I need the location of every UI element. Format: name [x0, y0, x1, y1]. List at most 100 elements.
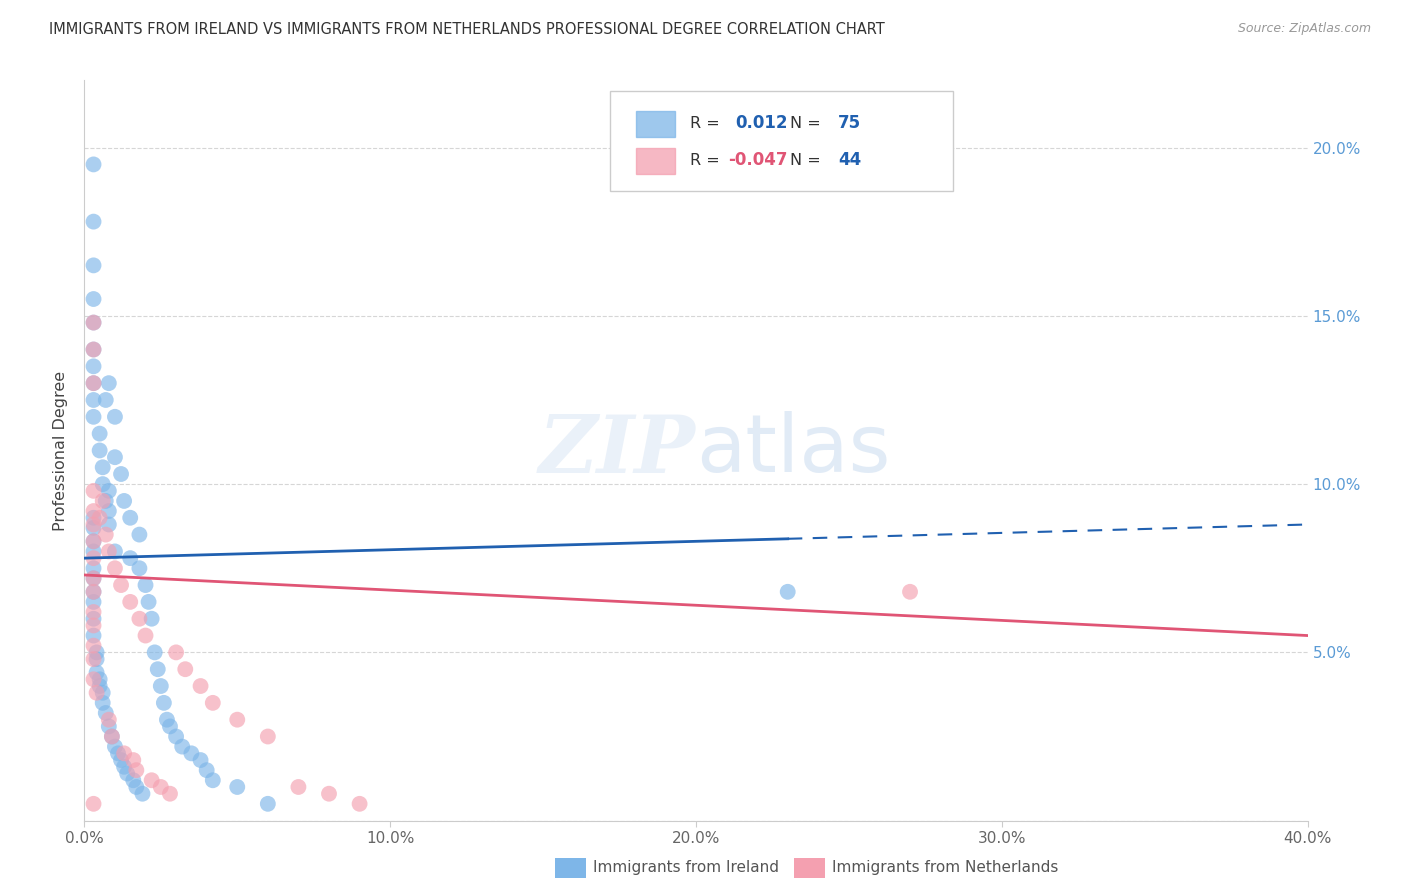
Point: [83, 510, 105, 524]
Point: [86, 645, 108, 659]
Text: N =: N =: [790, 116, 827, 131]
Point: [83, 639, 105, 653]
Point: [83, 571, 105, 585]
Point: [83, 316, 105, 330]
Point: [174, 662, 197, 676]
Point: [125, 780, 148, 794]
Point: [83, 376, 105, 391]
Point: [83, 359, 105, 374]
Point: [97, 483, 120, 498]
Point: [104, 561, 127, 575]
Point: [86, 652, 108, 666]
Point: [97, 544, 120, 558]
Point: [94, 494, 117, 508]
Point: [128, 561, 150, 575]
Point: [89, 443, 111, 458]
Point: [91, 460, 114, 475]
Point: [89, 510, 111, 524]
Point: [172, 739, 194, 754]
Point: [83, 392, 105, 407]
Point: [97, 376, 120, 391]
Text: 0.012: 0.012: [735, 114, 787, 132]
Point: [83, 571, 105, 585]
Point: [143, 645, 166, 659]
Point: [112, 494, 135, 508]
Text: Immigrants from Ireland: Immigrants from Ireland: [593, 861, 779, 875]
Point: [83, 343, 105, 357]
Text: N =: N =: [790, 153, 827, 168]
Point: [120, 595, 142, 609]
Text: IMMIGRANTS FROM IRELAND VS IMMIGRANTS FROM NETHERLANDS PROFESSIONAL DEGREE CORRE: IMMIGRANTS FROM IRELAND VS IMMIGRANTS FR…: [49, 22, 884, 37]
FancyBboxPatch shape: [636, 112, 675, 136]
Point: [83, 544, 105, 558]
Point: [159, 719, 181, 733]
Point: [257, 730, 280, 744]
Y-axis label: Professional Degree: Professional Degree: [53, 370, 69, 531]
Point: [91, 686, 114, 700]
Point: [91, 477, 114, 491]
Point: [190, 753, 212, 767]
Point: [83, 521, 105, 535]
Point: [83, 534, 105, 549]
Point: [89, 679, 111, 693]
Point: [165, 645, 187, 659]
Point: [94, 392, 117, 407]
Point: [91, 494, 114, 508]
FancyBboxPatch shape: [636, 148, 675, 174]
Point: [131, 787, 153, 801]
Point: [83, 618, 105, 632]
Point: [83, 483, 105, 498]
Point: [83, 258, 105, 272]
Point: [138, 595, 160, 609]
Point: [125, 763, 148, 777]
Point: [83, 504, 105, 518]
Point: [83, 409, 105, 424]
Point: [149, 679, 172, 693]
Point: [97, 504, 120, 518]
Point: [97, 713, 120, 727]
Point: [122, 753, 145, 767]
Point: [128, 612, 150, 626]
Point: [257, 797, 280, 811]
Point: [101, 730, 124, 744]
Point: [86, 665, 108, 680]
Point: [110, 467, 132, 481]
Point: [83, 376, 105, 391]
Point: [349, 797, 371, 811]
Point: [83, 797, 105, 811]
Point: [120, 510, 142, 524]
Point: [115, 766, 138, 780]
Point: [112, 760, 135, 774]
Point: [83, 612, 105, 626]
Point: [110, 578, 132, 592]
Point: [153, 696, 176, 710]
Point: [898, 584, 921, 599]
Point: [97, 719, 120, 733]
Point: [141, 773, 163, 788]
Point: [83, 517, 105, 532]
Point: [195, 763, 218, 777]
Point: [135, 578, 157, 592]
Point: [226, 713, 249, 727]
Point: [83, 595, 105, 609]
Point: [83, 214, 105, 228]
Point: [104, 544, 127, 558]
Text: Immigrants from Netherlands: Immigrants from Netherlands: [832, 861, 1059, 875]
Point: [149, 780, 172, 794]
Point: [128, 527, 150, 541]
Point: [83, 673, 105, 687]
Point: [83, 343, 105, 357]
Point: [86, 686, 108, 700]
Point: [94, 706, 117, 720]
Point: [83, 292, 105, 306]
Point: [287, 780, 309, 794]
Point: [190, 679, 212, 693]
Point: [120, 551, 142, 566]
Text: 44: 44: [838, 152, 860, 169]
Point: [135, 628, 157, 642]
Point: [83, 584, 105, 599]
Point: [226, 780, 249, 794]
Point: [107, 747, 129, 761]
Point: [83, 652, 105, 666]
Text: Source: ZipAtlas.com: Source: ZipAtlas.com: [1237, 22, 1371, 36]
